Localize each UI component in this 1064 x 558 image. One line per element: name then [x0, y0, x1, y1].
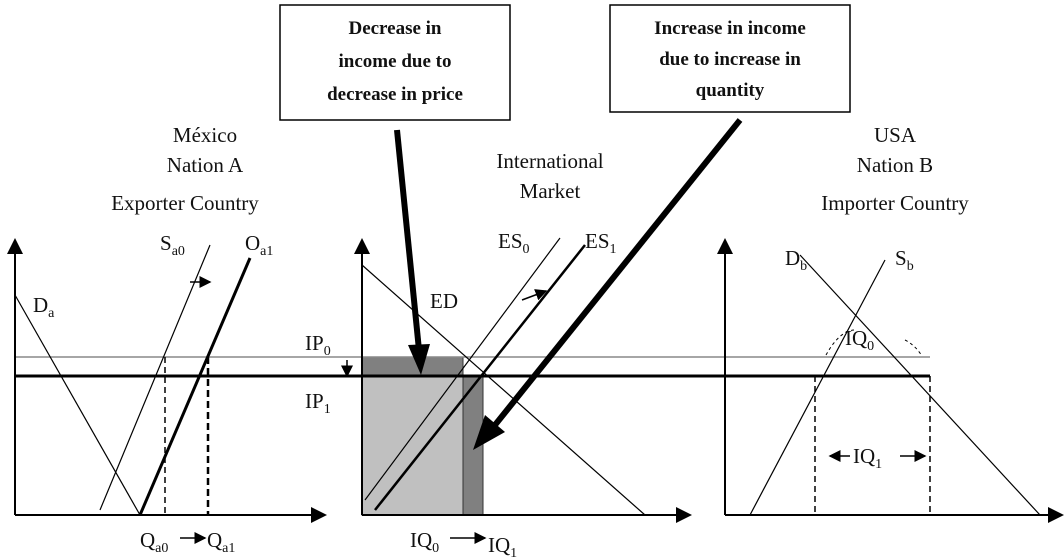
curve-label: IP1 [305, 389, 331, 417]
label-sub: 0 [432, 541, 439, 556]
curve-label: IQ0 [410, 528, 439, 556]
curve-label: Da [33, 293, 55, 321]
label-base: S [160, 231, 172, 255]
box-line: quantity [696, 80, 765, 101]
label-sub: 1 [510, 546, 517, 558]
label-base: IQ [845, 326, 867, 350]
callout-arrow-head [473, 415, 505, 450]
curve-label: Qa0 [140, 528, 168, 556]
box-line: Increase in income [654, 18, 806, 39]
label-sub: 0 [523, 242, 530, 257]
label-base: S [895, 246, 907, 270]
callout-box [279, 4, 511, 121]
label-base: ES [585, 229, 610, 253]
panel-title: Importer Country [821, 191, 969, 215]
curve-label: IP0 [305, 331, 331, 359]
curve-label: Qa1 [207, 528, 235, 556]
label-base: IQ [488, 533, 510, 557]
label-sub: b [800, 259, 807, 274]
curve-label: Sb [895, 246, 914, 274]
price-loss-area [361, 356, 464, 377]
box-line: income due to [339, 51, 452, 72]
panel-title: Nation A [167, 153, 244, 177]
label-base: D [33, 293, 48, 317]
callout-arrow [492, 118, 743, 427]
label-base: Q [207, 528, 222, 552]
label-base: IQ [853, 444, 875, 468]
label-sub: b [907, 259, 914, 274]
curve-label: Oa1 [245, 231, 273, 259]
box-line: decrease in price [327, 84, 463, 105]
curve-label: Db [785, 246, 807, 274]
panel-title: USA [874, 123, 917, 147]
curve-label: ES0 [498, 229, 530, 257]
panel-title: México [173, 123, 237, 147]
callout-box [609, 4, 851, 113]
curve-label: IQ1 [488, 533, 517, 558]
panel-title: Exporter Country [111, 191, 259, 215]
label-sub: 0 [867, 339, 874, 354]
curve-label: IQ1 [853, 444, 882, 472]
curve-label: IQ0 [845, 326, 874, 354]
left-curves [14, 244, 252, 516]
label-sub: a1 [222, 541, 235, 556]
label-sub: a0 [172, 244, 185, 259]
label-sub: a [48, 306, 55, 321]
middle-curves [341, 237, 646, 516]
callout-arrow-head [408, 344, 430, 375]
label-base: O [245, 231, 260, 255]
label-sub: a1 [260, 244, 273, 259]
right-curves [749, 254, 1041, 516]
label-base: IQ [410, 528, 432, 552]
curve-label: Sa0 [160, 231, 185, 259]
panel-title: International [496, 149, 603, 173]
box-line: Decrease in [348, 18, 441, 39]
label-base: IP [305, 389, 324, 413]
callout-arrow [394, 129, 422, 351]
label-sub: a0 [155, 541, 168, 556]
curve-label: ED [430, 289, 458, 313]
label-base: Q [140, 528, 155, 552]
axes [7, 238, 1064, 523]
box-line: due to increase in [659, 49, 801, 70]
label-sub: 1 [610, 242, 617, 257]
label-base: IP [305, 331, 324, 355]
label-sub: 1 [324, 402, 331, 417]
curve-label: ES1 [585, 229, 617, 257]
panel-title: Market [520, 179, 581, 203]
panel-title: Nation B [857, 153, 933, 177]
label-sub: 1 [875, 457, 882, 472]
label-base: ES [498, 229, 523, 253]
label-sub: 0 [324, 344, 331, 359]
label-base: D [785, 246, 800, 270]
